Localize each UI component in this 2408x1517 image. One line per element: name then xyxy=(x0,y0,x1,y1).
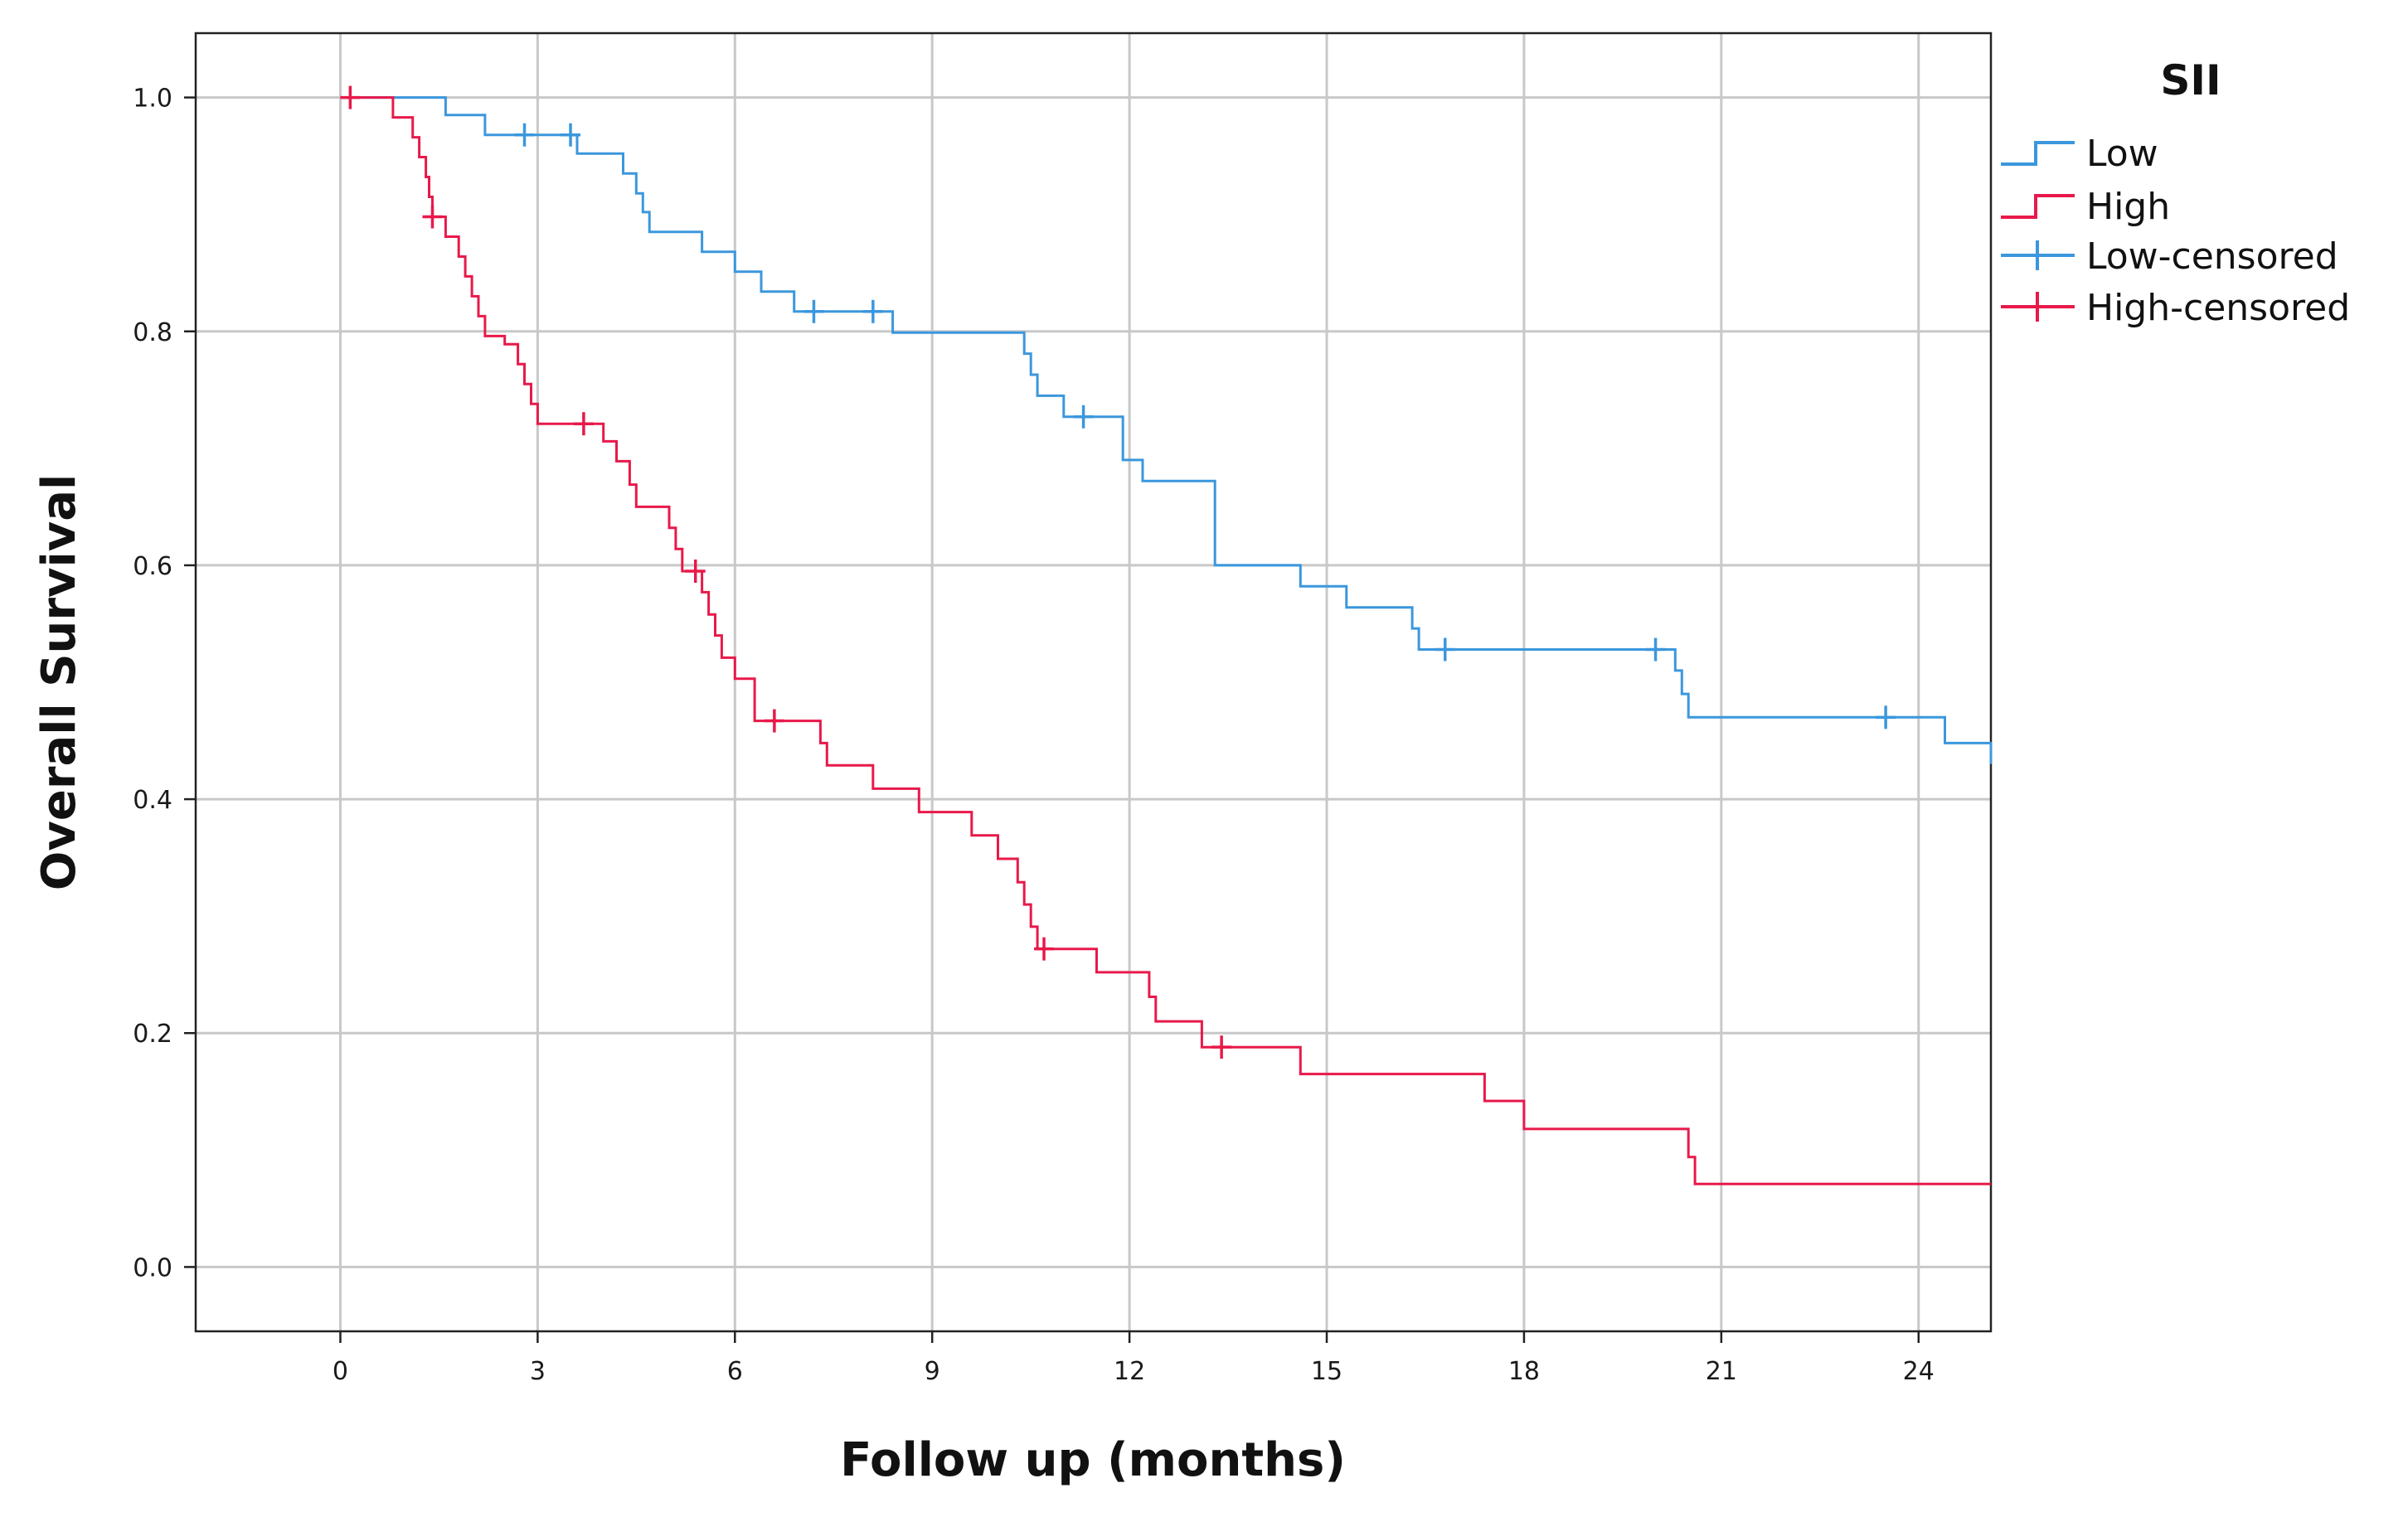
legend-swatch-low xyxy=(2001,141,2075,166)
legend-swatch-low-censored xyxy=(2001,240,2075,270)
x-tick-label: 12 xyxy=(1114,1357,1145,1386)
plot-frame xyxy=(194,32,1993,1333)
censor-mark-high xyxy=(340,85,361,109)
censor-mark-low xyxy=(862,299,883,323)
y-tick-label: 0.0 xyxy=(133,1253,172,1282)
tick-layer: 0 3 6 9 12 15 18 21 24 0.0 0.2 0.4 0.6 0.8 1.0 xyxy=(133,85,1935,1386)
x-tick-label: 24 xyxy=(1903,1357,1935,1386)
legend-swatch-high xyxy=(2001,194,2075,219)
legend-title: SII xyxy=(2160,56,2221,104)
x-tick-label: 0 xyxy=(333,1357,348,1386)
censor-mark-low xyxy=(514,123,535,147)
censor-mark-low xyxy=(1435,637,1455,662)
x-tick-label: 18 xyxy=(1508,1357,1540,1386)
series-line-high xyxy=(340,96,1991,1185)
x-tick-label: 6 xyxy=(727,1357,743,1386)
censor-mark-high xyxy=(573,412,594,436)
x-axis-title: Follow up (months) xyxy=(840,1433,1346,1487)
legend-swatch-high-censored xyxy=(2001,292,2075,322)
censor-mark-low xyxy=(561,123,581,147)
legend-label-low-censored: Low-censored xyxy=(2086,235,2338,278)
y-axis-title: Overall Survival xyxy=(32,474,86,890)
x-tick-label: 21 xyxy=(1706,1357,1737,1386)
legend: SII Low High Low-censored High-censored xyxy=(2001,56,2350,329)
legend-label-high-censored: High-censored xyxy=(2086,287,2350,329)
censor-mark-low xyxy=(803,299,824,323)
y-tick-label: 0.2 xyxy=(133,1020,172,1049)
y-tick-label: 0.8 xyxy=(133,318,172,347)
censor-mark-high xyxy=(1034,937,1055,961)
series-layer xyxy=(340,85,1993,1185)
grid-layer xyxy=(196,33,1991,1331)
legend-label-high: High xyxy=(2086,186,2170,228)
censor-mark-high xyxy=(422,205,443,229)
y-tick-label: 0.4 xyxy=(133,786,172,815)
legend-label-low: Low xyxy=(2086,133,2158,175)
y-tick-label: 1.0 xyxy=(133,85,172,114)
censor-mark-low xyxy=(1645,637,1666,662)
censor-mark-high xyxy=(764,709,784,733)
series-line-low xyxy=(340,96,1993,764)
censor-mark-low xyxy=(1073,405,1094,429)
censor-mark-high xyxy=(1211,1035,1232,1059)
x-tick-label: 9 xyxy=(925,1357,940,1386)
x-tick-label: 3 xyxy=(530,1357,546,1386)
censor-mark-low xyxy=(1876,705,1896,729)
censor-mark-high xyxy=(685,559,706,583)
x-tick-label: 15 xyxy=(1311,1357,1342,1386)
y-tick-label: 0.6 xyxy=(133,552,172,581)
